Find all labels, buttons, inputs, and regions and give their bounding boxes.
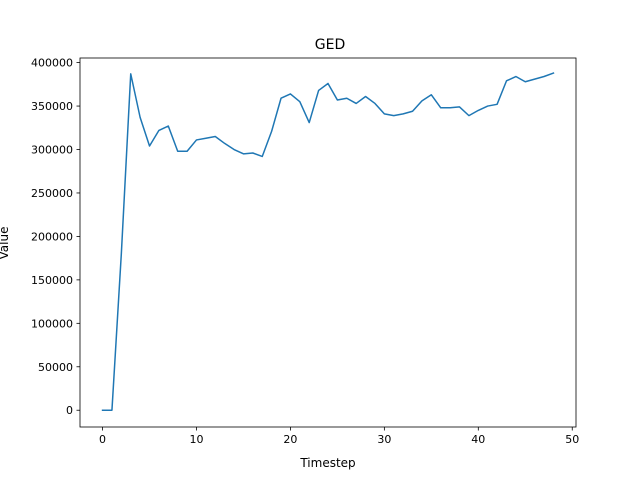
y-tick-label: 150000 [31,274,73,287]
x-tick-label: 0 [99,433,106,446]
x-tick-label: 50 [565,433,579,446]
y-tick-label: 300000 [31,144,73,157]
y-tick-label: 100000 [31,317,73,330]
x-axis-label: Timestep [299,456,355,470]
chart-title: GED [315,37,345,53]
x-tick-label: 10 [189,433,203,446]
y-tick-label: 350000 [31,100,73,113]
y-tick-label: 50000 [38,361,73,374]
plot-area: 0 10 20 30 40 50 0 50000 100000 150000 200000 25000… [31,57,579,446]
x-tick-label: 30 [377,433,391,446]
y-tick-label: 400000 [31,57,73,70]
x-tick-label: 20 [283,433,297,446]
y-tick-label: 200000 [31,230,73,243]
x-tick-label: 40 [471,433,485,446]
y-tick-label: 250000 [31,187,73,200]
axes-frame [79,57,577,428]
y-axis-label: Value [0,227,11,260]
series-line-0 [101,72,555,411]
y-tick-label: 0 [66,404,73,417]
